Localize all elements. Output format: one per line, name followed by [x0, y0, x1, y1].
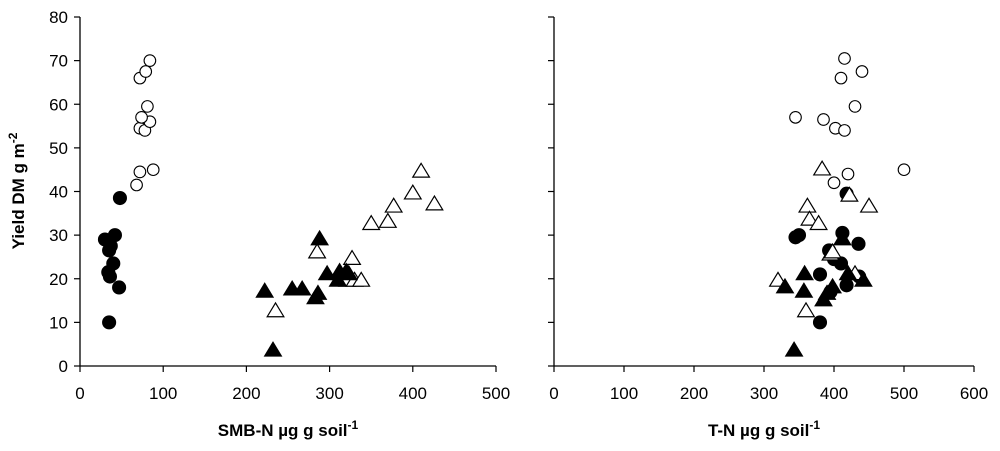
data-point-triangle-filled — [310, 229, 330, 246]
data-point-circle-open — [789, 110, 802, 124]
y-tick-label: 0 — [59, 357, 68, 376]
data-point-circle-open — [133, 165, 147, 179]
data-point-circle-open — [838, 124, 851, 137]
data-point-circle-open — [143, 54, 157, 67]
data-point-circle-open — [139, 65, 153, 78]
y-tick-label: 10 — [49, 313, 68, 332]
data-point-circle-filled — [851, 236, 866, 251]
data-point-circle-open — [827, 176, 841, 190]
data-point-triangle-open — [342, 249, 362, 265]
data-point-circle-open — [841, 167, 855, 181]
data-point-triangle-open — [361, 214, 381, 231]
data-point-triangle-open — [796, 301, 816, 318]
data-point-triangle-open — [823, 242, 842, 259]
x-tick-label: 400 — [820, 384, 848, 403]
data-point-circle-open — [855, 65, 869, 78]
y-tick-label: 70 — [49, 52, 68, 71]
data-point-triangle-open — [859, 197, 879, 213]
x-tick-label: 300 — [315, 384, 343, 403]
data-point-circle-open — [135, 110, 148, 124]
data-point-triangle-filled — [854, 271, 873, 287]
data-point-triangle-open — [384, 197, 404, 213]
data-point-circle-open — [146, 163, 160, 177]
data-point-circle-open — [848, 100, 862, 113]
data-point-circle-open — [130, 178, 143, 192]
data-point-circle-open — [838, 52, 851, 65]
data-point-triangle-filled — [255, 282, 275, 298]
data-point-circle-open — [834, 71, 848, 85]
data-point-circle-filled — [112, 190, 127, 206]
x-axis-label: T-N µg g soil-1 — [708, 418, 820, 440]
scatter-panel-smbn: 0 10 20 30 40 50 60 70 80 0 100 200 300 400 500 Yield … — [6, 8, 510, 440]
y-tick-label: 60 — [49, 95, 68, 114]
data-point-circle-open — [141, 100, 154, 113]
data-point-triangle-filled — [308, 284, 328, 300]
x-tick-label: 600 — [960, 384, 988, 403]
x-tick-label: 500 — [482, 384, 510, 403]
x-tick-label: 0 — [549, 384, 558, 403]
x-tick-label: 300 — [750, 384, 778, 403]
data-point-circle-open — [897, 163, 911, 177]
scatter-panel-tn: 0 100 200 300 400 500 600 T-N µg g soil-1 — [548, 16, 988, 440]
data-point-circle-filled — [112, 280, 127, 295]
data-point-triangle-open — [809, 214, 828, 231]
y-tick-label: 30 — [49, 226, 68, 245]
y-tick-label: 40 — [49, 183, 68, 202]
data-point-triangle-filled — [263, 341, 283, 357]
y-axis-label: Yield DM g m-2 — [6, 132, 28, 249]
data-point-circle-filled — [791, 228, 807, 243]
data-point-circle-filled — [102, 315, 117, 330]
data-point-triangle-filled — [775, 277, 795, 294]
data-point-triangle-open — [798, 197, 817, 213]
y-tick-label: 50 — [49, 139, 68, 158]
data-point-triangle-open — [840, 186, 859, 202]
x-tick-label: 400 — [399, 384, 427, 403]
x-tick-label: 100 — [610, 384, 638, 403]
x-tick-label: 200 — [232, 384, 260, 403]
x-tick-label: 100 — [149, 384, 177, 403]
data-point-triangle-filled — [823, 277, 842, 294]
data-point-circle-filled — [812, 315, 828, 330]
data-point-triangle-open — [307, 242, 327, 259]
data-point-triangle-open — [403, 184, 423, 200]
data-point-triangle-open — [800, 210, 819, 226]
data-point-triangle-filled — [833, 229, 852, 246]
x-tick-label: 200 — [680, 384, 708, 403]
data-point-circle-filled — [102, 269, 118, 284]
data-point-triangle-filled — [838, 264, 858, 281]
y-tick-label: 20 — [49, 270, 68, 289]
data-point-triangle-open — [266, 301, 285, 318]
x-tick-label: 0 — [75, 384, 84, 403]
x-axis-label: SMB-N µg g soil-1 — [218, 418, 359, 440]
data-point-circle-filled — [839, 278, 854, 293]
data-point-triangle-open — [425, 194, 444, 211]
y-tick-label: 80 — [49, 8, 68, 27]
data-point-triangle-filled — [339, 264, 359, 281]
data-point-triangle-filled — [292, 279, 312, 296]
data-point-triangle-filled — [317, 264, 337, 281]
data-point-triangle-filled — [794, 282, 814, 298]
data-point-triangle-filled — [784, 341, 804, 357]
data-point-triangle-open — [812, 160, 832, 176]
data-point-circle-filled — [103, 238, 118, 254]
data-point-circle-open — [817, 113, 830, 126]
x-tick-label: 500 — [890, 384, 918, 403]
data-point-triangle-open — [378, 212, 398, 228]
data-point-triangle-open — [411, 162, 431, 178]
data-point-triangle-filled — [795, 264, 814, 281]
data-point-circle-filled — [812, 267, 828, 282]
